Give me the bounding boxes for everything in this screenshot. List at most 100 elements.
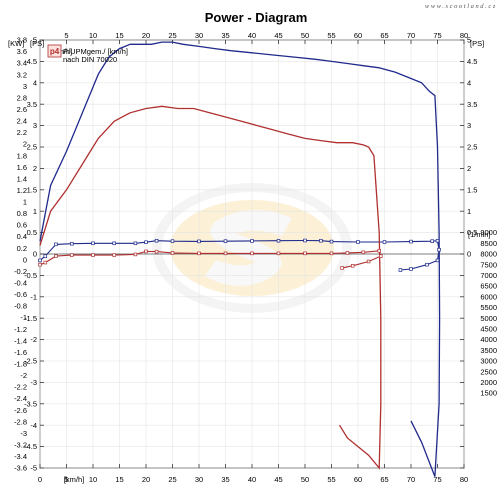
y-left-ps-tick-label: 3.5 bbox=[27, 100, 37, 109]
y-left-kw-tick-label: -0.6 bbox=[14, 290, 27, 299]
y-right-rpm-tick-label: 7000 bbox=[480, 271, 497, 280]
y-right-rpm-tick-label: 5500 bbox=[480, 303, 497, 312]
x-axis-label-top: [km/h] bbox=[52, 47, 72, 56]
y-left-ps-tick-label: -3.5 bbox=[24, 399, 37, 408]
y-left-kw-tick-label: -2 bbox=[20, 371, 27, 380]
x-tick-label-top: 20 bbox=[142, 31, 150, 40]
x-axis-label-bottom: [km/h] bbox=[64, 475, 84, 484]
rpm-marker bbox=[350, 264, 355, 268]
y-left-kw-tick-label: 2.6 bbox=[17, 105, 27, 114]
y-left-kw-tick-label: -3.4 bbox=[14, 452, 27, 461]
x-tick-label-top: 70 bbox=[407, 31, 415, 40]
rpm-marker bbox=[379, 254, 383, 258]
x-tick-label-bottom: 10 bbox=[89, 475, 97, 484]
rpm-marker bbox=[91, 241, 95, 246]
y-left-kw-tick-label: -2.6 bbox=[14, 406, 27, 415]
x-tick-label-bottom: 30 bbox=[195, 475, 203, 484]
x-tick-label-top: 10 bbox=[89, 31, 97, 40]
x-tick-label-bottom: 70 bbox=[407, 475, 415, 484]
y-left-kw-tick-label: 1.6 bbox=[17, 163, 27, 172]
y-right-rpm-label: [1/min] bbox=[468, 230, 491, 239]
rpm-marker bbox=[112, 241, 116, 246]
legend: p4 P/UPMgem./ [km/h] nach DIN 70020 bbox=[47, 44, 128, 64]
rpm-marker bbox=[154, 249, 159, 254]
chart-title: Power - Diagram bbox=[205, 10, 308, 25]
y-left-ps-tick-label: 3 bbox=[33, 121, 37, 130]
y-left-ps-tick-label: -1.5 bbox=[24, 314, 37, 323]
y-right-rpm-tick-label: 3000 bbox=[480, 357, 497, 366]
x-tick-label-top: 65 bbox=[380, 31, 388, 40]
rpm-marker bbox=[154, 238, 159, 243]
y-right-ps-tick-label: 3 bbox=[467, 121, 471, 130]
y-left-kw-tick-label: 1.4 bbox=[17, 174, 27, 183]
x-tick-label-bottom: 65 bbox=[380, 475, 388, 484]
y-right-ps-tick-label: 0 bbox=[467, 250, 471, 259]
x-tick-label-bottom: 15 bbox=[115, 475, 123, 484]
legend-line-2: nach DIN 70020 bbox=[63, 55, 117, 64]
y-right-ps-tick-label: 3.5 bbox=[467, 100, 477, 109]
y-left-ps-tick-label: 2 bbox=[33, 164, 37, 173]
rpm-marker bbox=[250, 239, 254, 243]
y-left-kw-tick-label: 3.2 bbox=[17, 70, 27, 79]
y-left-ps-tick-label: 0 bbox=[33, 250, 37, 259]
y-left-kw-tick-label: -0.4 bbox=[14, 279, 27, 288]
x-tick-label-bottom: 0 bbox=[38, 475, 42, 484]
y-right-ps-tick-label: 4 bbox=[467, 78, 471, 87]
rpm-marker bbox=[133, 252, 138, 257]
rpm-marker bbox=[91, 253, 95, 257]
y-left-ps-tick-label: 5 bbox=[33, 36, 37, 45]
y-right-ps-tick-label: 2 bbox=[467, 164, 471, 173]
y-left-kw-tick-label: -2.2 bbox=[14, 383, 27, 392]
rpm-marker bbox=[329, 239, 334, 244]
legend-badge: p4 bbox=[50, 47, 60, 56]
y-right-ps-tick-label: 1.5 bbox=[467, 185, 477, 194]
y-left-kw-tick-label: 2.2 bbox=[17, 128, 27, 137]
y-left-kw-tick-label: -3.6 bbox=[14, 464, 27, 473]
y-left-ps-label: [PS] bbox=[30, 39, 44, 48]
y-right-rpm-tick-label: 2500 bbox=[480, 367, 497, 376]
x-tick-label-bottom: 5 bbox=[64, 475, 68, 484]
x-tick-label-bottom: 25 bbox=[168, 475, 176, 484]
x-tick-label-bottom: 75 bbox=[433, 475, 441, 484]
y-left-kw-tick-label: 3.4 bbox=[17, 59, 27, 68]
y-right-rpm-tick-label: 3500 bbox=[480, 346, 497, 355]
y-right-rpm-tick-label: 5000 bbox=[480, 314, 497, 323]
rpm-marker bbox=[303, 238, 307, 243]
x-tick-label-bottom: 45 bbox=[274, 475, 282, 484]
x-tick-label-bottom: 20 bbox=[142, 475, 150, 484]
legend-badge-box bbox=[47, 44, 62, 58]
rpm-marker bbox=[144, 249, 148, 254]
y-left-kw-tick-label: -1.2 bbox=[14, 325, 27, 334]
rpm-marker bbox=[382, 240, 387, 244]
rpm-marker bbox=[276, 251, 281, 256]
x-tick-label-top: 55 bbox=[327, 31, 335, 40]
y-left-ps-tick-label: -5 bbox=[30, 464, 37, 473]
rpm-marker bbox=[356, 240, 360, 244]
y-left-kw-tick-label: 2 bbox=[23, 140, 27, 149]
y-right-rpm-tick-label: 4000 bbox=[480, 335, 497, 344]
rpm-marker bbox=[70, 241, 74, 246]
x-tick-label-bottom: 35 bbox=[221, 475, 229, 484]
x-tick-label-top: 50 bbox=[301, 31, 309, 40]
y-left-kw-tick-label: 1.2 bbox=[17, 186, 27, 195]
y-left-kw-tick-label: -3.2 bbox=[14, 440, 27, 449]
x-tick-label-top: 40 bbox=[248, 31, 256, 40]
y-left-ps-tick-label: 1.5 bbox=[27, 185, 37, 194]
rpm-marker bbox=[435, 258, 440, 263]
y-left-kw-tick-label: -2.4 bbox=[14, 394, 27, 403]
y-left-kw-tick-label: 0.6 bbox=[17, 221, 27, 230]
y-left-kw-tick-label: 3.8 bbox=[17, 36, 27, 45]
y-left-kw-label: [KW] bbox=[8, 39, 24, 48]
rpm-marker bbox=[54, 242, 58, 247]
y-right-ps-label: [PS] bbox=[470, 39, 484, 48]
x-tick-label-top: 15 bbox=[115, 31, 123, 40]
rpm-marker bbox=[435, 238, 440, 243]
rpm-marker bbox=[319, 238, 323, 243]
rpm-marker bbox=[54, 254, 58, 258]
y-left-kw-tick-label: 0.8 bbox=[17, 209, 27, 218]
rpm-marker bbox=[112, 253, 116, 257]
y-left-kw-tick-label: -0.2 bbox=[14, 267, 27, 276]
rpm-marker bbox=[437, 247, 441, 252]
x-tick-label-bottom: 55 bbox=[327, 475, 335, 484]
